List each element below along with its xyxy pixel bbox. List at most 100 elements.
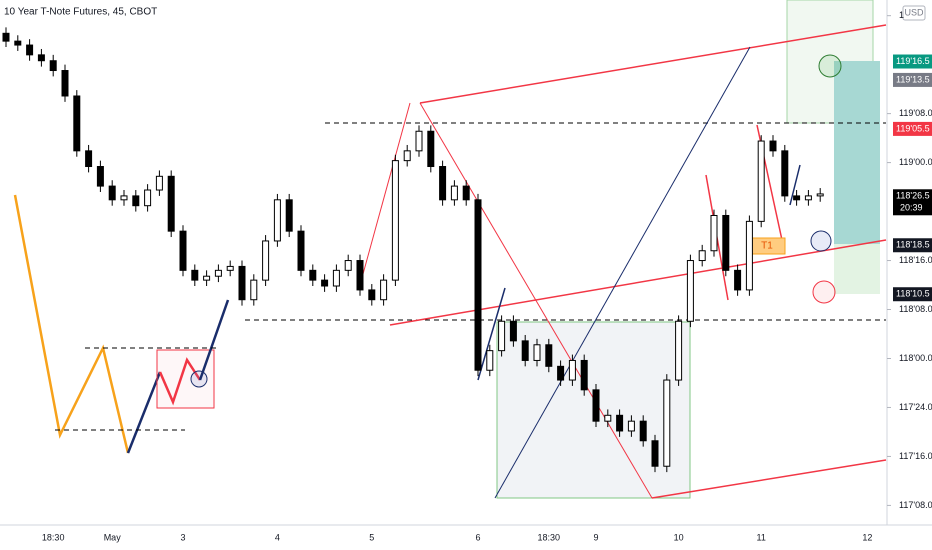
y-tick-label: 117'24.0 bbox=[899, 402, 932, 412]
candle-body bbox=[450, 185, 458, 201]
candle-body bbox=[568, 359, 576, 381]
candle-body bbox=[155, 175, 163, 191]
candle-body bbox=[26, 44, 34, 56]
y-tick-label: 118'16.0 bbox=[899, 255, 932, 265]
channel-line bbox=[389, 239, 887, 326]
candle-body bbox=[663, 379, 671, 467]
candle-body bbox=[627, 420, 635, 432]
candle-body bbox=[380, 279, 388, 301]
x-tick-label: 18:30 bbox=[538, 532, 561, 542]
candle-body bbox=[498, 320, 506, 352]
candle-body bbox=[722, 214, 730, 271]
x-tick-label: 10 bbox=[674, 532, 684, 542]
pattern-line bbox=[158, 357, 202, 406]
x-tick-label: 3 bbox=[180, 532, 185, 542]
channel-line bbox=[419, 24, 887, 104]
candle-body bbox=[179, 230, 187, 271]
y-tick-label: 119'00.0 bbox=[899, 157, 932, 167]
candle-body bbox=[250, 279, 258, 301]
pattern-line bbox=[198, 299, 230, 381]
candle-body bbox=[132, 195, 140, 207]
candle-body bbox=[675, 320, 683, 381]
y-tick-label: 117'16.0 bbox=[899, 451, 932, 461]
candle-body bbox=[144, 189, 152, 207]
x-tick-label: 11 bbox=[757, 532, 766, 542]
x-tick-label: 6 bbox=[475, 532, 480, 542]
marker-circle bbox=[812, 280, 836, 304]
pattern-box bbox=[156, 349, 215, 409]
trend-line bbox=[359, 102, 411, 286]
x-tick-label: 18:30 bbox=[42, 532, 65, 542]
candle-body bbox=[816, 193, 824, 197]
candle-body bbox=[557, 365, 565, 381]
candle-body bbox=[651, 440, 659, 467]
candle-body bbox=[332, 269, 340, 287]
candle-body bbox=[2, 32, 10, 42]
candle-body bbox=[592, 389, 600, 422]
candle-body bbox=[804, 195, 812, 201]
risk-zone bbox=[834, 244, 880, 294]
trend-line bbox=[419, 102, 653, 499]
candle-body bbox=[203, 275, 211, 281]
candle-body bbox=[486, 350, 494, 371]
currency-box bbox=[902, 5, 926, 21]
trend-line bbox=[477, 287, 506, 381]
x-tick-label: 12 bbox=[862, 532, 872, 542]
price-tag bbox=[893, 54, 932, 69]
profit-zone bbox=[834, 61, 880, 244]
price-tag bbox=[893, 189, 932, 216]
price-tag bbox=[893, 121, 932, 136]
candle-body bbox=[757, 140, 765, 222]
candle-body bbox=[710, 214, 718, 252]
candle-body bbox=[262, 240, 270, 281]
candle-body bbox=[793, 195, 801, 201]
candle-body bbox=[356, 260, 364, 291]
price-tag-label: 119'13.5 bbox=[896, 74, 930, 84]
candle-body bbox=[321, 279, 329, 287]
price-tag bbox=[893, 238, 932, 253]
channel-line bbox=[651, 459, 887, 499]
candle-body bbox=[745, 220, 753, 291]
candle-body bbox=[226, 265, 234, 271]
candle-body bbox=[297, 230, 305, 271]
x-tick-label: 4 bbox=[275, 532, 280, 542]
candle-body bbox=[545, 344, 553, 367]
candle-body bbox=[734, 269, 742, 291]
candle-body bbox=[474, 199, 482, 371]
y-tick-label: 119'08.0 bbox=[899, 108, 932, 118]
pattern-line bbox=[126, 371, 162, 454]
candle-body bbox=[273, 199, 281, 242]
candle-body bbox=[96, 166, 104, 187]
candle-body bbox=[108, 185, 116, 201]
candle-body bbox=[521, 340, 529, 361]
candle-body bbox=[604, 414, 612, 422]
candle-body bbox=[580, 359, 588, 391]
price-tag-label: 118'18.5 bbox=[896, 240, 930, 250]
candle-body bbox=[368, 289, 376, 301]
y-tick-label: 1 bbox=[899, 10, 904, 20]
candle-body bbox=[61, 70, 69, 97]
candle-body bbox=[344, 260, 352, 271]
price-tag bbox=[893, 287, 932, 302]
candle-body bbox=[309, 269, 317, 281]
candle-body bbox=[427, 130, 435, 168]
candle-body bbox=[439, 166, 447, 201]
price-tag-label: 119'16.5 bbox=[896, 56, 930, 66]
price-tag-label: 118'10.5 bbox=[896, 289, 930, 299]
candle-body bbox=[214, 269, 222, 277]
candle-body bbox=[698, 250, 706, 262]
candle-body bbox=[686, 260, 694, 322]
candle-body bbox=[639, 420, 647, 442]
price-tag bbox=[893, 72, 932, 87]
candle-body bbox=[509, 320, 517, 342]
candle-body bbox=[73, 95, 81, 152]
price-tag-label: 119'05.5 bbox=[896, 123, 930, 133]
candle-body bbox=[285, 199, 293, 232]
candle-body bbox=[49, 60, 57, 72]
candle-body bbox=[616, 414, 624, 432]
marker-circle bbox=[810, 230, 832, 252]
x-tick-label: 9 bbox=[593, 532, 598, 542]
trend-line bbox=[789, 164, 801, 206]
marker-circle bbox=[818, 54, 842, 78]
